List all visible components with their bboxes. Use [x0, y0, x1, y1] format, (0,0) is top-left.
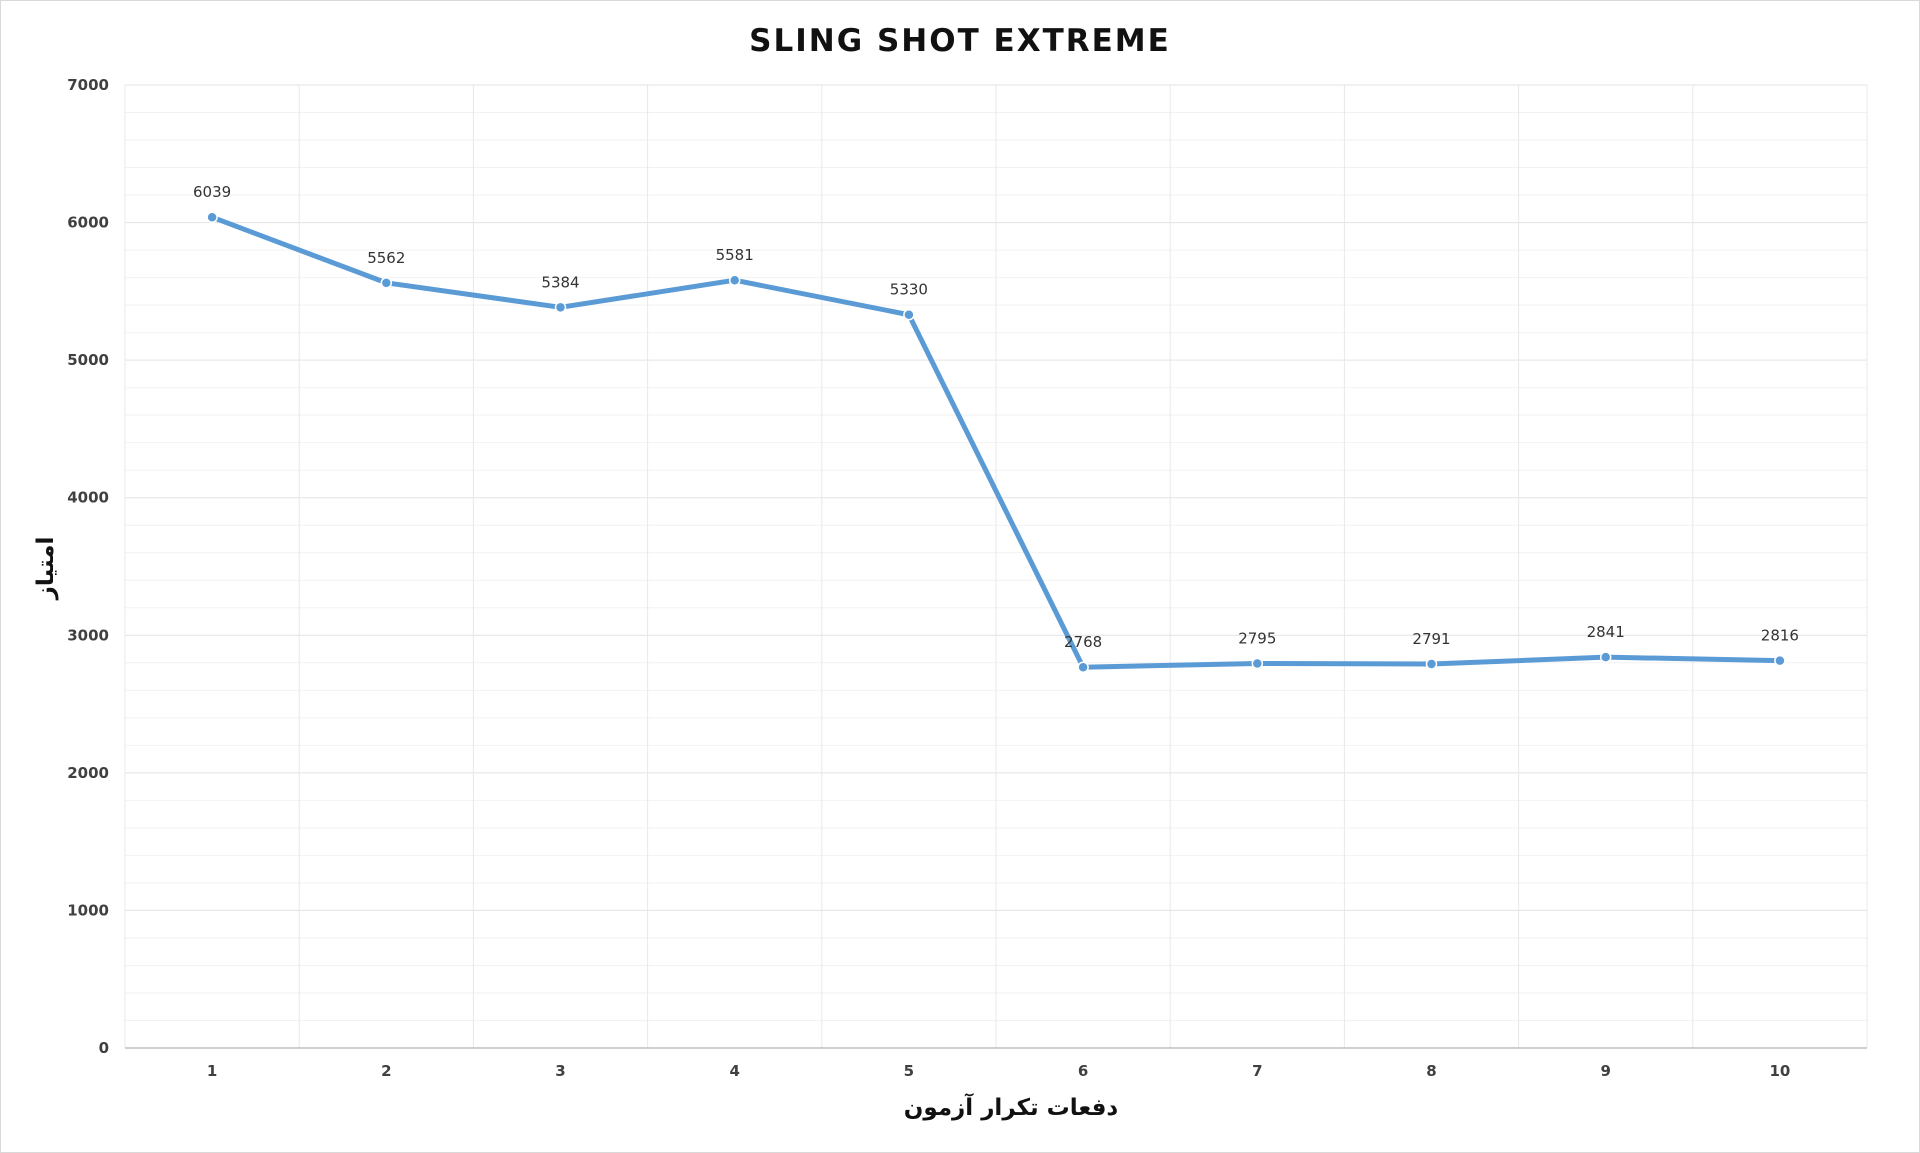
data-label: 5384: [541, 273, 579, 291]
data-point: [206, 211, 218, 223]
x-tick-labels: 1 2 3 4 5 6 7 8 9 10: [207, 1062, 1790, 1080]
x-tick-label: 7: [1252, 1062, 1262, 1080]
y-tick-label: 6000: [67, 214, 109, 232]
x-axis-title: دفعات تکرار آزمون: [904, 1092, 1119, 1121]
data-label: 2795: [1238, 629, 1276, 647]
x-tick-label: 6: [1078, 1062, 1088, 1080]
x-tick-label: 3: [555, 1062, 565, 1080]
chart-title: SLING SHOT EXTREME: [749, 23, 1171, 59]
y-tick-labels: 0 1000 2000 3000 4000 5000 6000 7000: [67, 76, 109, 1057]
x-tick-label: 1: [207, 1062, 217, 1080]
data-point: [1599, 651, 1612, 663]
data-point: [1251, 657, 1264, 670]
data-label: 2791: [1412, 630, 1450, 648]
y-axis-title: امتیاز: [33, 537, 59, 601]
data-label: 2841: [1587, 623, 1625, 641]
data-label: 5581: [716, 246, 754, 264]
data-label: 6039: [193, 183, 231, 201]
y-tick-label: 5000: [67, 351, 109, 369]
x-tick-label: 9: [1600, 1062, 1610, 1080]
y-tick-label: 2000: [67, 764, 109, 782]
y-tick-label: 1000: [67, 901, 109, 919]
x-tick-label: 5: [904, 1062, 914, 1080]
data-point: [903, 308, 915, 321]
data-point: [1077, 661, 1089, 673]
x-tick-label: 8: [1426, 1062, 1436, 1080]
y-tick-label: 3000: [67, 626, 109, 644]
data-point: [728, 274, 741, 286]
data-label: 2816: [1761, 627, 1799, 645]
y-tick-label: 4000: [67, 489, 109, 507]
data-label: 2768: [1064, 633, 1102, 651]
data-label: 5330: [890, 281, 928, 299]
y-tick-label: 0: [99, 1039, 109, 1057]
data-point: [1425, 658, 1438, 670]
data-point: [380, 277, 393, 289]
x-tick-label: 4: [729, 1062, 739, 1080]
data-labels: 6039 5562 5384 5581 5330 2768 2795 2791 2841 2816: [193, 183, 1799, 651]
data-label: 5562: [367, 249, 405, 267]
data-point: [554, 301, 567, 314]
x-tick-label: 10: [1769, 1062, 1790, 1080]
x-tick-label: 2: [381, 1062, 391, 1080]
y-tick-label: 7000: [67, 76, 109, 94]
grid-lines: [124, 84, 1868, 1048]
series: [206, 211, 1786, 673]
data-point: [1774, 654, 1786, 667]
series-line: [209, 214, 1783, 670]
